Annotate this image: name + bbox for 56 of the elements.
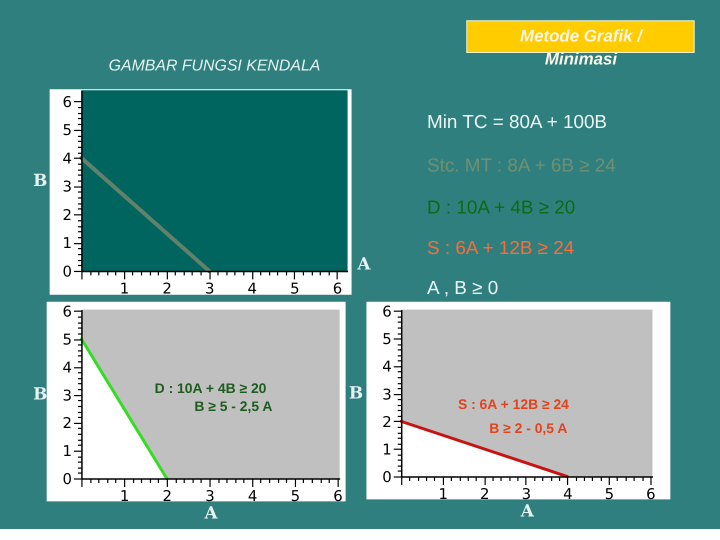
annotation: S : 6A + 12B ≥ 24 (458, 396, 570, 412)
y-tick-label: 2 (382, 412, 392, 431)
x-tick-label: 2 (162, 486, 172, 505)
annotation: D : 10A + 4B ≥ 20 (154, 380, 267, 396)
y-tick-label: 3 (382, 385, 392, 404)
text: Min TC = 80A + 100B (427, 110, 608, 132)
y-tick-label: 1 (62, 234, 72, 252)
y-tick-label: 3 (62, 178, 72, 196)
y-tick-label: 6 (62, 302, 72, 321)
x-tick-label: 3 (204, 279, 214, 298)
x-tick-label: 3 (205, 486, 215, 505)
x-axis-title: A (203, 502, 218, 523)
y-axis-title: B (33, 384, 48, 404)
x-tick-label: 5 (290, 279, 300, 298)
x-tick-label: 6 (332, 279, 342, 298)
y-tick-label: 1 (62, 442, 72, 460)
x-tick-label: 5 (604, 484, 614, 503)
y-axis-title: B (33, 170, 48, 190)
y-tick-label: 2 (62, 414, 72, 432)
x-tick-label: 5 (290, 486, 300, 505)
x-tick-label: 3 (522, 484, 532, 503)
y-tick-label: 4 (382, 358, 392, 376)
y-tick-label: 4 (62, 358, 72, 376)
x-tick-label: 4 (248, 486, 258, 505)
text: Metode Grafik / Minimasi (520, 26, 644, 68)
y-tick-label: 0 (62, 470, 72, 488)
text: D : 10A + 4B ≥ 20 (427, 196, 576, 218)
y-tick-label: 6 (382, 302, 392, 321)
y-tick-label: 5 (62, 121, 72, 140)
y-tick-label: 2 (62, 206, 72, 224)
y-tick-label: 0 (382, 468, 392, 486)
x-tick-label: 6 (646, 484, 656, 503)
y-tick-label: 3 (62, 386, 72, 404)
x-tick-label: 4 (563, 484, 573, 503)
x-axis-title: A (356, 253, 372, 274)
chart-title: GAMBAR FUNGSI KENDALA (108, 57, 320, 74)
text: A , B ≥ 0 (427, 276, 498, 298)
annotation: B ≥ 5 - 2,5 A (194, 398, 272, 414)
text: Stc. MT : 8A + 6B ≥ 24 (427, 154, 616, 176)
x-tick-label: 4 (248, 279, 258, 298)
text: S : 6A + 12B ≥ 24 (427, 237, 574, 258)
x-tick-label: 6 (333, 486, 343, 505)
y-tick-label: 5 (62, 330, 72, 348)
y-tick-label: 1 (382, 440, 392, 458)
x-tick-label: 2 (480, 484, 490, 503)
y-tick-label: 5 (382, 330, 392, 348)
x-tick-label: 2 (162, 279, 172, 298)
annotation: B ≥ 2 - 0,5 A (489, 420, 568, 436)
y-tick-label: 0 (62, 262, 72, 280)
x-tick-label: 1 (120, 279, 130, 298)
x-tick-label: 1 (120, 486, 130, 505)
y-tick-label: 4 (62, 149, 72, 168)
y-axis-title: B (348, 382, 364, 403)
y-tick-label: 6 (62, 92, 72, 111)
x-axis-title: A (520, 500, 535, 521)
x-tick-label: 1 (438, 484, 448, 503)
